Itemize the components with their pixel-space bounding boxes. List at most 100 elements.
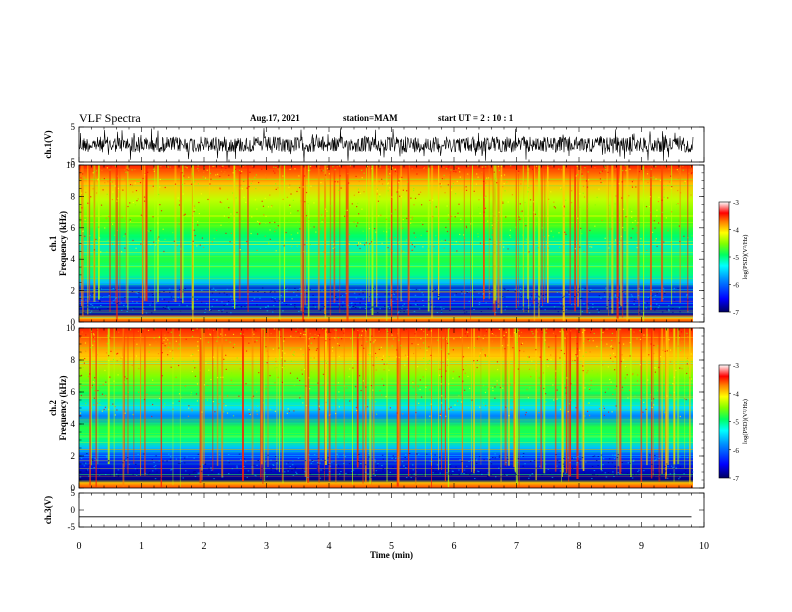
speckle [582,369,584,372]
speckle [668,339,670,341]
speckle [524,463,526,465]
speckle [597,455,600,457]
speckle [614,388,616,391]
speckle [222,376,224,378]
speckle [581,311,584,313]
speckle [494,311,497,313]
speckle [619,228,622,230]
speckle [506,477,509,479]
speckle [134,468,137,470]
speckle [603,292,606,294]
speckle [544,246,546,248]
speckle [470,290,472,292]
speckle [249,364,251,366]
speckle [159,476,162,478]
speckle [109,477,111,479]
speckle [98,469,101,471]
speckle [349,400,351,402]
speckle [647,379,649,381]
speckle [348,463,351,465]
speckle [467,165,469,167]
speckle [95,192,98,194]
speckle [669,473,672,475]
speckle [354,303,356,305]
speckle [447,214,450,216]
speckle [274,410,276,412]
speckle [448,472,450,474]
speckle [631,477,634,479]
speckle [620,235,622,238]
speckle [548,235,550,237]
speckle [261,200,263,202]
speckle [206,384,209,386]
speckle [280,336,282,338]
speckle [167,166,170,168]
speckle [294,304,296,306]
speckle [684,379,687,381]
speckle [540,293,543,295]
speckle [149,344,151,346]
speckle [87,202,89,204]
speckle [650,186,652,188]
speckle [86,453,88,455]
speckle [449,174,451,176]
speckle [533,473,536,475]
speckle [265,346,267,348]
speckle [677,170,680,172]
speckle [358,453,360,455]
speckle [625,170,627,172]
speckle [90,347,92,349]
speckle [354,386,357,388]
speckle [399,245,401,248]
speckle [264,461,267,463]
speckle [251,397,253,399]
speckle [277,187,279,189]
speckle [161,298,164,300]
speckle [396,193,398,195]
speckle [608,204,610,207]
speckle [539,348,541,350]
speckle [232,333,235,336]
speckle [593,470,596,472]
speckle [654,371,657,373]
speckle [324,174,327,176]
speckle [431,456,433,458]
speckle [415,476,417,478]
speckle [245,350,248,352]
speckle [96,307,99,309]
speckle [432,290,434,292]
speckle [264,472,266,474]
speckle [361,169,363,171]
speckle [547,359,550,362]
speckle [435,206,437,208]
speckle [83,176,85,178]
speckle [154,308,156,310]
speckle [324,360,327,362]
speckle [111,302,113,304]
speckle [234,301,236,303]
speckle [612,471,614,473]
speckle [672,467,674,469]
speckle [502,185,504,188]
speckle [161,390,163,393]
speckle [638,311,641,313]
speckle [520,331,523,333]
speckle [124,297,126,299]
speckle [271,205,273,207]
speckle [490,474,492,476]
speckle [678,478,680,480]
speckle [274,230,276,233]
speckle [290,360,292,362]
speckle [226,412,229,414]
speckle [125,395,127,397]
speckle [487,355,489,357]
speckle [309,459,311,461]
speckle [399,178,401,180]
speckle [125,220,127,222]
speckle [329,465,332,467]
speckle [267,206,270,208]
speckle [188,405,190,407]
speckle [479,355,481,357]
speckle [285,231,287,234]
